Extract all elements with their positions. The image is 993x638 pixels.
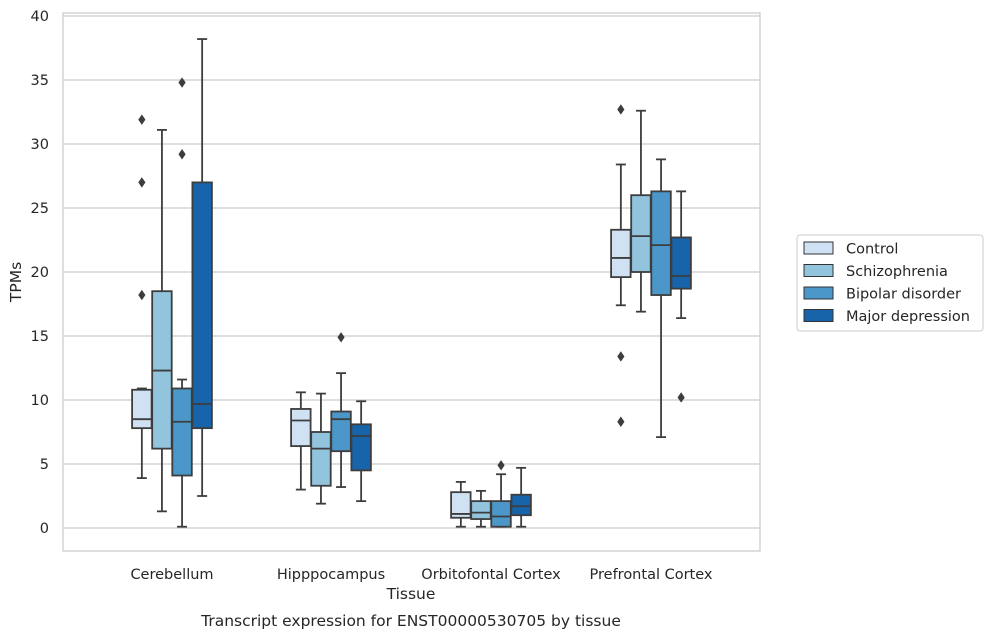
x-tick-label: Orbitofontal Cortex [421,567,561,583]
box [310,392,332,505]
box [171,77,193,528]
y-tick-label: 5 [40,457,49,473]
box-iqr [650,190,672,296]
y-tick-label: 0 [40,521,49,537]
box-groups [131,38,692,528]
box-iqr [191,181,213,430]
legend-label: Schizophrenia [846,264,948,280]
x-tick-label: Hipppocampus [277,567,385,583]
y-tick-label: 40 [31,9,49,25]
y-axis-label: TPMs [7,262,25,303]
box-iqr [171,387,193,477]
box [131,114,153,479]
box [151,129,173,513]
y-tick-label: 15 [31,329,49,345]
legend-swatch [803,309,834,322]
box-iqr [610,228,632,279]
box [610,104,632,427]
series-group [171,77,672,528]
legend-swatch [803,286,834,300]
box-iqr [490,500,512,528]
outlier-point [178,77,186,88]
box-iqr [310,431,332,487]
box-iqr [330,410,352,453]
outlier-point [178,149,186,160]
legend: Control Schizophrenia Bipolar disorder Majo… [796,234,984,332]
box [191,38,213,497]
outlier-point [337,332,345,343]
x-axis-label: Tissue [386,585,436,603]
box [670,190,692,403]
box [510,466,532,528]
x-tick-label: Cerebellum [130,567,213,583]
outlier-point [677,392,685,403]
series-group [151,109,652,528]
x-tick-labels: Cerebellum Hipppocampus Orbitofontal Corte… [130,567,712,583]
y-tick-label: 10 [31,393,49,409]
y-tick-label: 35 [31,73,49,89]
outlier-point [617,104,625,115]
legend-label: Bipolar disorder [846,287,961,303]
legend-label: Control [846,242,898,258]
y-tick-labels: 0 5 10 15 20 25 30 35 40 [31,9,49,537]
box-iqr [131,388,153,430]
plot-frame [62,12,761,552]
legend-swatch [803,241,834,255]
chart-caption: Transcript expression for ENST0000053070… [200,612,621,630]
y-tick-label: 25 [31,201,49,217]
outlier-point [138,289,146,301]
x-tick-label: Prefrontal Cortex [590,567,713,583]
outlier-point [138,177,146,188]
box-iqr [470,500,492,520]
y-tick-label: 20 [31,265,49,281]
legend-label: Major depression [846,309,970,325]
outlier-point [138,114,146,125]
box-iqr [350,423,372,472]
box [330,332,352,488]
outlier-point [497,460,505,471]
box [350,400,372,503]
y-tick-label: 30 [31,137,49,153]
box-iqr [670,236,692,290]
box-iqr [290,408,312,447]
outlier-point [617,351,625,362]
series-group [131,104,632,528]
box [290,391,312,491]
legend-swatch [803,264,834,277]
box [650,158,672,439]
outlier-point [617,416,625,427]
series-group [191,38,692,528]
box-iqr [630,194,652,273]
box-iqr [510,493,532,517]
legend-frame [796,234,984,332]
